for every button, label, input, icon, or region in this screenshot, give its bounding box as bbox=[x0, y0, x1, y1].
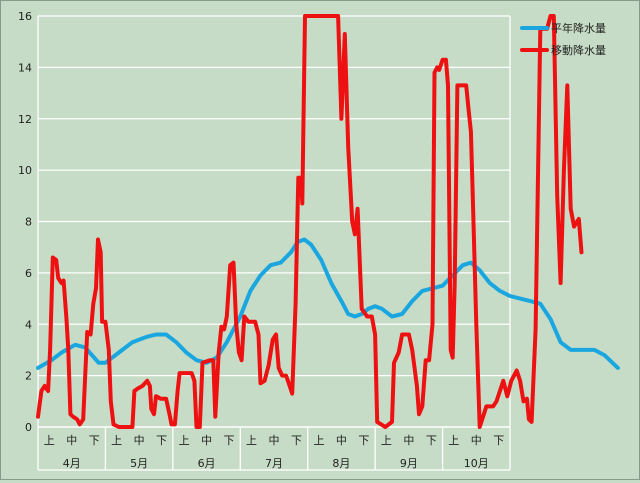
x-month-label: 10月 bbox=[464, 457, 489, 470]
x-period-label: 中 bbox=[471, 434, 482, 447]
x-period-label: 中 bbox=[66, 434, 77, 447]
grid-lines bbox=[37, 15, 511, 427]
y-tick-label: 0 bbox=[25, 421, 32, 434]
y-tick-label: 4 bbox=[25, 318, 32, 331]
x-period-label: 中 bbox=[134, 434, 145, 447]
y-tick-label: 14 bbox=[18, 61, 32, 74]
legend-label-1: 移動降水量 bbox=[551, 43, 606, 57]
x-period-label: 下 bbox=[426, 434, 437, 447]
x-period-label: 下 bbox=[291, 434, 302, 447]
y-tick-label: 12 bbox=[18, 113, 32, 126]
y-axis: 0 2 4 6 8 10 12 14 16 bbox=[18, 10, 32, 434]
x-period-label: 上 bbox=[111, 434, 122, 447]
series-lines bbox=[36, 14, 620, 429]
x-axis: 上中下4月上中下5月上中下6月上中下7月上中下8月上中下9月上中下10月 bbox=[37, 426, 511, 471]
x-month-label: 6月 bbox=[198, 457, 216, 470]
x-period-label: 上 bbox=[381, 434, 392, 447]
x-month-label: 7月 bbox=[265, 457, 283, 470]
x-month-label: 9月 bbox=[400, 457, 418, 470]
x-period-label: 下 bbox=[89, 434, 100, 447]
x-period-label: 下 bbox=[493, 434, 504, 447]
x-period-label: 中 bbox=[269, 434, 280, 447]
x-period-label: 中 bbox=[201, 434, 212, 447]
x-period-label: 下 bbox=[156, 434, 167, 447]
y-tick-label: 8 bbox=[25, 216, 32, 229]
y-tick-label: 2 bbox=[25, 370, 32, 383]
x-period-label: 上 bbox=[179, 434, 190, 447]
x-period-label: 上 bbox=[44, 434, 55, 447]
x-period-label: 中 bbox=[336, 434, 347, 447]
series-line-1 bbox=[36, 14, 584, 429]
y-tick-label: 6 bbox=[25, 267, 32, 280]
x-period-label: 上 bbox=[448, 434, 459, 447]
x-period-label: 下 bbox=[358, 434, 369, 447]
legend-label-0: 平年降水量 bbox=[551, 21, 606, 35]
y-tick-label: 10 bbox=[18, 164, 32, 177]
series-line-0 bbox=[36, 237, 620, 370]
x-period-label: 上 bbox=[313, 434, 324, 447]
x-month-label: 4月 bbox=[63, 457, 81, 470]
x-period-label: 下 bbox=[224, 434, 235, 447]
x-period-label: 中 bbox=[403, 434, 414, 447]
x-period-label: 上 bbox=[246, 434, 257, 447]
y-tick-label: 16 bbox=[18, 10, 32, 23]
x-month-label: 8月 bbox=[332, 457, 350, 470]
x-month-label: 5月 bbox=[130, 457, 148, 470]
